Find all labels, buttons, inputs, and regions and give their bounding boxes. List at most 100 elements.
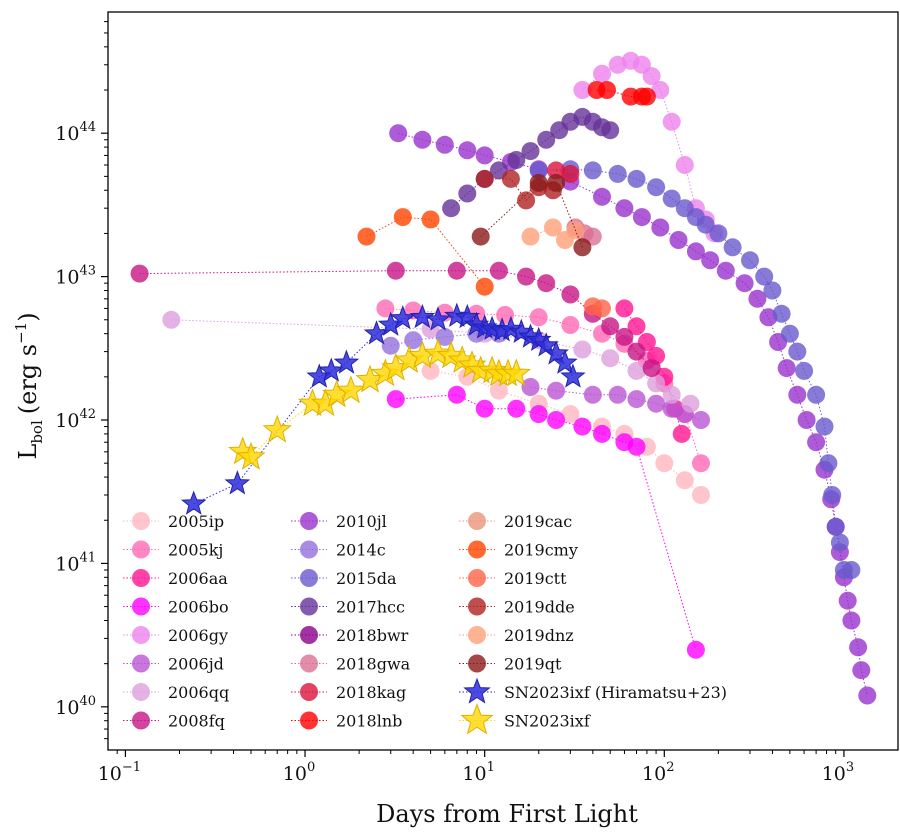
legend-marker — [300, 654, 318, 673]
data-point — [615, 199, 634, 218]
data-point — [537, 130, 556, 149]
data-point — [701, 251, 720, 270]
data-point — [797, 411, 816, 429]
data-point — [830, 533, 849, 552]
y-tick-label: 1041 — [55, 550, 96, 575]
legend-item-2017hcc: 2017hcc — [291, 597, 405, 617]
data-point — [849, 638, 868, 657]
data-point — [608, 385, 627, 404]
data-point — [458, 367, 477, 386]
ticks-layer: 10−1 100 101 102 103 1040 1041 1042 1043 1044 — [55, 21, 854, 785]
plot-frame — [107, 11, 899, 751]
series-2017hcc — [442, 107, 620, 218]
legend-item-2019dde: 2019dde — [459, 597, 575, 617]
series-layer — [130, 51, 877, 705]
data-point — [447, 261, 466, 280]
legend-item-2006bo: 2006bo — [123, 597, 229, 617]
data-point — [627, 169, 646, 188]
legend-label: 2019cmy — [504, 541, 578, 560]
series-2006jd — [521, 378, 710, 429]
data-point — [435, 135, 454, 154]
data-point — [735, 274, 754, 293]
data-point — [716, 261, 735, 280]
legend-item-2019dnz: 2019dnz — [459, 626, 574, 645]
data-point — [547, 161, 566, 180]
data-point — [475, 399, 494, 418]
data-point — [552, 349, 578, 374]
data-point — [547, 381, 566, 400]
data-point — [529, 308, 548, 327]
data-point — [336, 375, 366, 404]
data-point — [807, 433, 826, 452]
data-point — [692, 454, 710, 473]
data-point — [393, 208, 412, 227]
data-point — [529, 161, 548, 180]
data-point — [521, 227, 540, 246]
data-point — [507, 151, 526, 169]
data-point — [686, 640, 705, 659]
legend-marker — [300, 626, 318, 644]
data-point — [615, 327, 634, 346]
data-point — [529, 173, 548, 192]
data-point — [692, 486, 710, 504]
data-point — [772, 304, 791, 323]
data-point — [425, 306, 451, 331]
legend-item-2006qq: 2006qq — [123, 683, 229, 702]
series-2019cmy — [357, 208, 494, 296]
data-point — [647, 178, 666, 197]
x-tick-label: 10−1 — [98, 760, 141, 785]
data-point — [681, 394, 700, 413]
data-point — [662, 112, 681, 131]
legend-label: 2018lnb — [336, 712, 402, 731]
legend-marker — [300, 569, 318, 587]
data-point — [593, 64, 611, 83]
data-point — [573, 81, 592, 99]
legend-label: 2010jl — [336, 512, 387, 531]
data-point — [647, 374, 666, 393]
legend-marker — [132, 654, 150, 673]
data-point — [390, 305, 416, 330]
data-point — [435, 327, 454, 346]
legend-item-sn2023ixf: SN2023ixf — [459, 703, 591, 735]
data-point — [788, 342, 807, 361]
data-point — [672, 424, 691, 443]
data-point — [517, 191, 536, 210]
legend-marker — [132, 626, 150, 644]
data-point — [780, 324, 799, 343]
data-point — [627, 437, 646, 456]
legend-label: 2005ip — [168, 512, 224, 531]
legend-label: 2008fq — [168, 712, 225, 731]
data-point — [655, 454, 674, 473]
legend-item-2008fq: 2008fq — [123, 711, 225, 731]
data-point — [627, 361, 646, 380]
x-tick-label: 100 — [283, 760, 315, 785]
legend-item-2019cmy: 2019cmy — [459, 540, 578, 560]
legend-marker — [300, 683, 318, 701]
data-point — [608, 164, 627, 183]
data-point — [632, 208, 651, 227]
data-point — [381, 336, 400, 355]
data-point — [838, 591, 857, 610]
data-point — [627, 317, 646, 336]
legend-item-2006jd: 2006jd — [123, 654, 224, 674]
data-point — [547, 411, 566, 429]
y-tick-label: 1044 — [55, 120, 96, 145]
legend-item-2019cac: 2019cac — [459, 512, 572, 531]
data-point — [601, 349, 620, 368]
data-point — [598, 81, 616, 99]
legend: 2005ip 2005kj 2006aa 2006bo 2006gy 2006jd 2006… — [123, 512, 727, 735]
data-point — [573, 238, 592, 257]
data-point — [318, 357, 345, 382]
legend-label: 2006qq — [168, 683, 229, 702]
data-point — [517, 267, 536, 286]
data-point — [852, 661, 871, 680]
legend-item-sn2023ixf-hiramatsu-23: SN2023ixf (Hiramatsu+23) — [459, 677, 727, 704]
data-point — [627, 390, 646, 409]
legend-label: 2006gy — [168, 626, 228, 645]
series-2019dde — [475, 169, 562, 210]
data-point — [696, 215, 715, 234]
data-point — [826, 517, 845, 536]
data-point — [489, 261, 508, 280]
legend-label: 2014c — [336, 541, 386, 560]
